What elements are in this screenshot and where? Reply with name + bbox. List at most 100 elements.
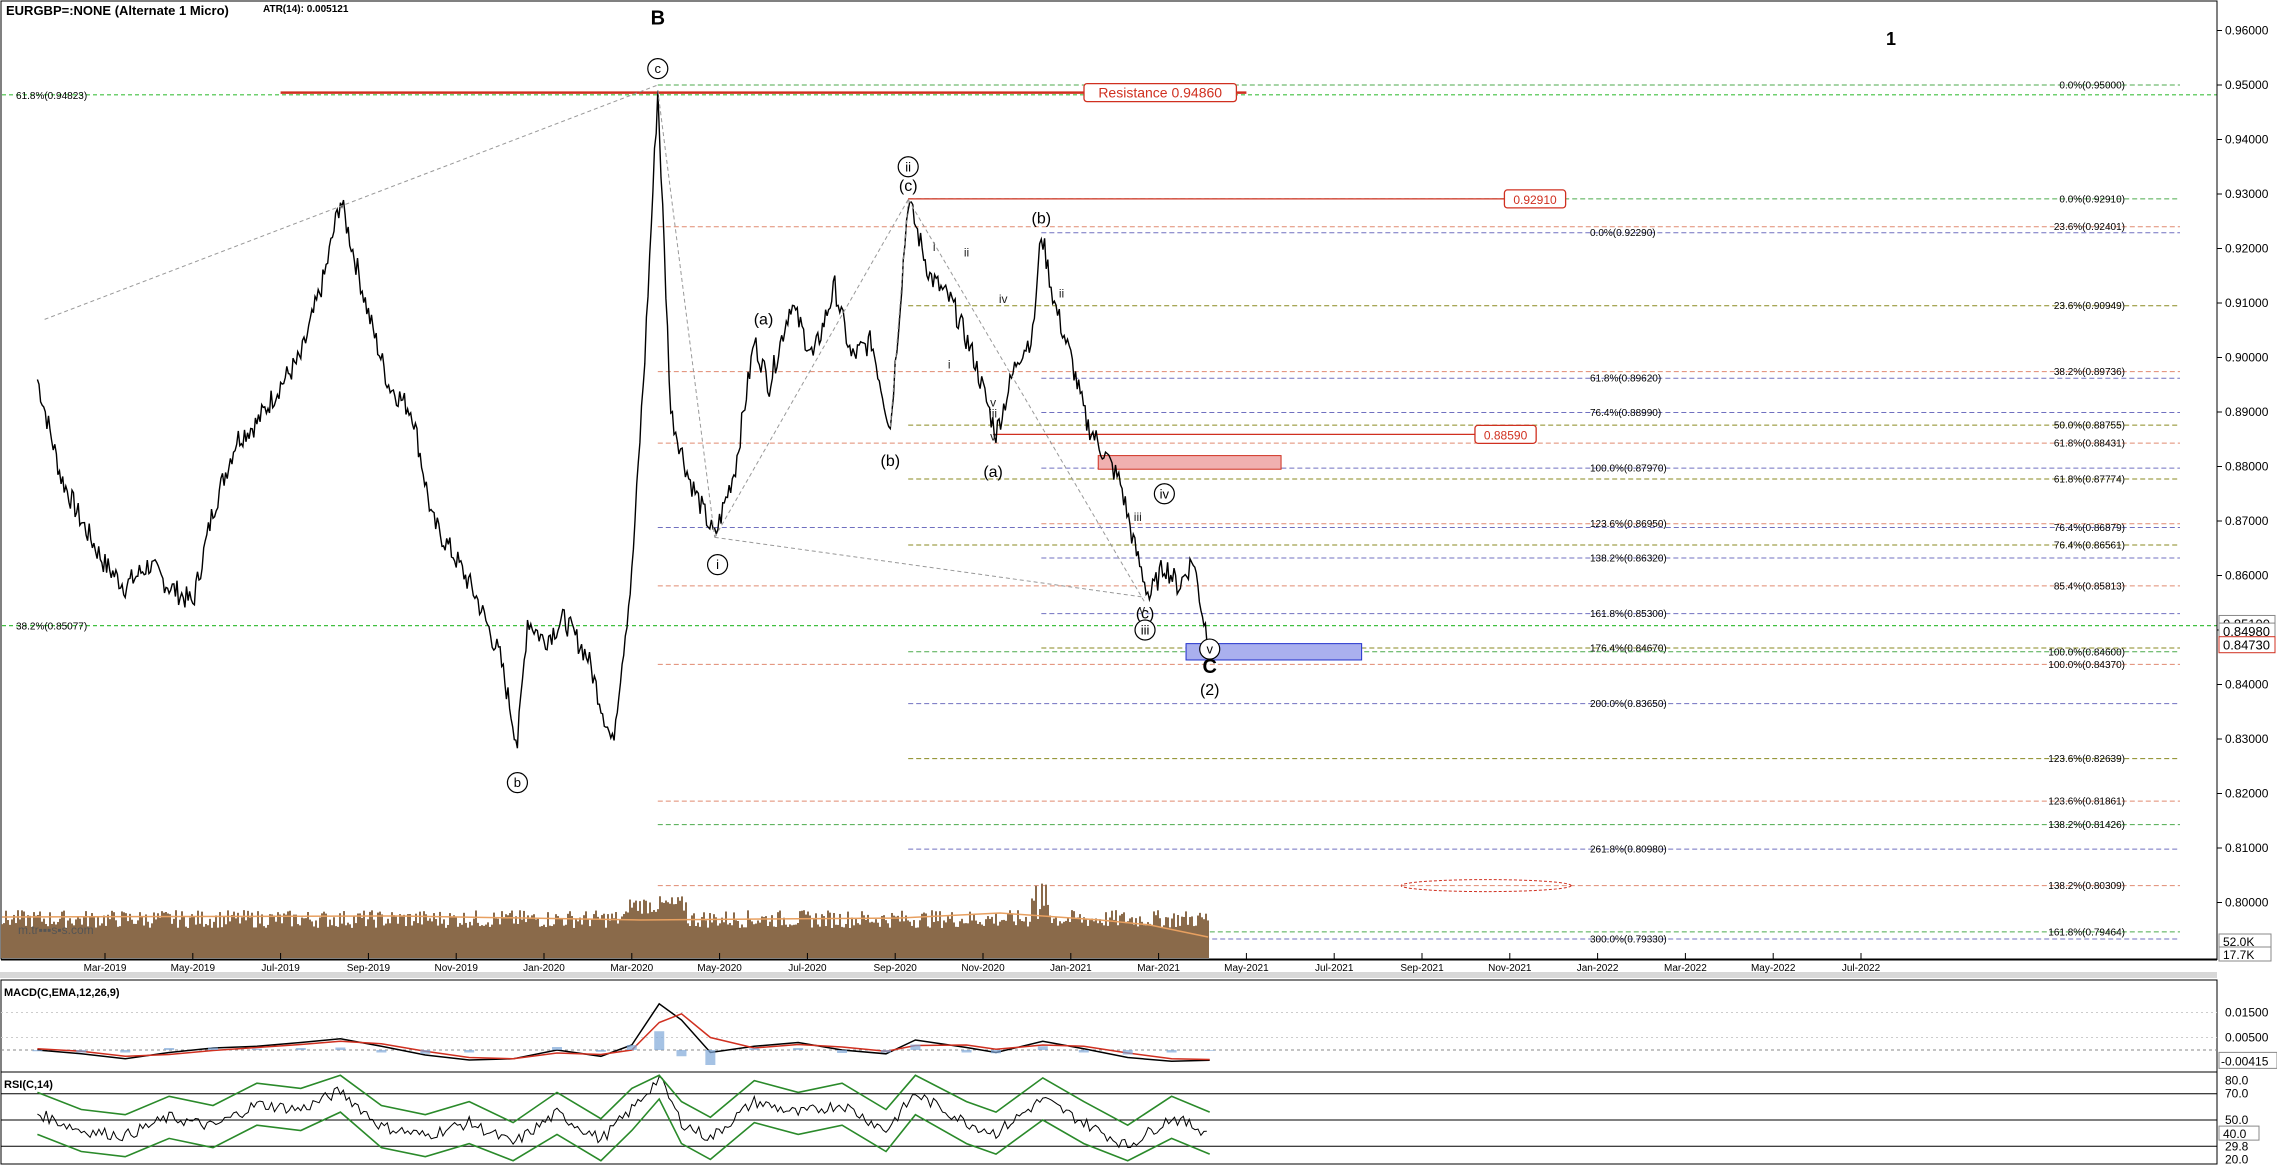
x-tick-label: Mar-2020 xyxy=(610,963,653,974)
fib-label: 176.4%(0.84670) xyxy=(1590,643,1667,654)
macd-hist-bar xyxy=(208,1047,219,1050)
fib-label: 0.0%(0.95000) xyxy=(2059,81,2125,92)
wave-circle xyxy=(897,156,919,178)
macd-hist-bar xyxy=(705,1050,716,1065)
watermark: m.tr▪▪▪s▪s.com xyxy=(18,923,94,937)
minor-label: v xyxy=(990,429,996,443)
wave-label: iv xyxy=(1160,486,1170,501)
fib-label: 85.4%(0.85813) xyxy=(2054,581,2125,592)
resistance-tag xyxy=(1474,424,1537,444)
price-tag: 0.84980 xyxy=(2223,624,2270,639)
chart-title: EURGBP=:NONE (Alternate 1 Micro) xyxy=(6,3,229,18)
macd-hist-bar xyxy=(120,1050,131,1053)
y-tick-label: 0.87000 xyxy=(2225,514,2269,528)
macd-signal-line xyxy=(37,1012,1210,1061)
minor-label: iv xyxy=(999,292,1008,306)
x-tick-label: Nov-2021 xyxy=(1488,963,1532,974)
rsi-tick-label: 80.0 xyxy=(2225,1074,2249,1088)
corner-label: 1 xyxy=(1886,29,1896,49)
macd-title: MACD(C,EMA,12,26,9) xyxy=(4,987,120,999)
x-tick-label: Sep-2019 xyxy=(347,963,391,974)
fib-label: 261.8%(0.80980) xyxy=(1590,845,1667,856)
fib-label: 100.0%(0.87970) xyxy=(1590,464,1667,475)
minor-label: ii xyxy=(964,246,969,260)
macd-hist-bar xyxy=(464,1050,475,1053)
wave-label: b xyxy=(514,775,521,790)
wave-circle xyxy=(647,58,669,80)
x-tick-label: Sep-2020 xyxy=(874,963,918,974)
panel-divider xyxy=(0,972,2217,978)
fib-label: 100.0%(0.84600) xyxy=(2048,647,2125,658)
wave-label: (b) xyxy=(881,453,901,470)
macd-hist-bar xyxy=(551,1047,562,1050)
minor-label: iii xyxy=(1134,510,1142,524)
wave-label: c xyxy=(655,61,662,76)
atr-label: ATR(14): 0.005121 xyxy=(263,4,349,15)
y-tick-label: 0.92000 xyxy=(2225,242,2269,256)
macd-hist-bar xyxy=(626,1045,637,1050)
x-tick-label: Jul-2022 xyxy=(1842,963,1881,974)
minor-label: v xyxy=(990,396,996,410)
x-tick-label: May-2021 xyxy=(1224,963,1269,974)
wave-label: (2) xyxy=(1200,682,1220,699)
macd-hist-bar xyxy=(335,1047,346,1050)
rsi-panel: 80.070.0 50.0 29.820.0 40.0 xyxy=(1,1074,2260,1166)
y-tick-label: 0.80000 xyxy=(2225,896,2269,910)
macd-hist-bar xyxy=(793,1048,804,1050)
wave-label: (b) xyxy=(1032,211,1052,228)
fib-label: 123.6%(0.82639) xyxy=(2048,754,2125,765)
minor-label: iii xyxy=(989,406,997,420)
fib-label: 0.0%(0.92290) xyxy=(1590,228,1656,239)
x-tick-label: Jul-2021 xyxy=(1315,963,1354,974)
support-box xyxy=(1185,643,1363,661)
minor-label: i xyxy=(948,357,951,371)
fib-label: 138.2%(0.86320) xyxy=(1590,554,1667,565)
x-axis: Mar-2019 May-2019 Jul-2019 Sep-2019 Nov-2019… xyxy=(1,953,2217,974)
x-tick-label: Jul-2020 xyxy=(788,963,827,974)
wave-label: (c) xyxy=(1136,606,1155,623)
y-tick-label: 0.81000 xyxy=(2225,841,2269,855)
wave-label: (a) xyxy=(983,464,1003,481)
wave-circle xyxy=(1199,638,1221,660)
macd-hist-bar xyxy=(880,1050,891,1053)
fib-label: 138.2%(0.80309) xyxy=(2048,881,2125,892)
mid-box xyxy=(1097,455,1282,470)
macd-hist-bar xyxy=(595,1050,606,1052)
rsi-tick-label: 70.0 xyxy=(2225,1087,2249,1101)
x-tick-label: Sep-2021 xyxy=(1400,963,1444,974)
macd-tick-label: 0.01500 xyxy=(2225,1006,2269,1020)
left-level-label: 38.2%(0.85077) xyxy=(16,622,87,633)
volume-tag-box xyxy=(2218,946,2272,962)
fib-label: 138.2%(0.81426) xyxy=(2048,820,2125,831)
wave-label: ii xyxy=(905,159,911,174)
macd-hist-bar xyxy=(1204,1050,1215,1051)
macd-hist-bar xyxy=(1078,1050,1089,1053)
macd-hist-bar xyxy=(910,1044,921,1050)
target-ellipse xyxy=(1400,879,1572,893)
fib-label: 123.6%(0.81861) xyxy=(2048,797,2125,808)
macd-current: -0.00415 xyxy=(2221,1054,2269,1068)
macd-hist-bar xyxy=(1166,1050,1177,1053)
rsi-tick-label: 29.8 xyxy=(2225,1140,2249,1154)
fib-label: 123.6%(0.86950) xyxy=(1590,519,1667,530)
minor-label: v xyxy=(1139,603,1145,617)
rsi-panel-frame xyxy=(0,1071,2218,1165)
macd-line xyxy=(37,1002,1210,1063)
macd-hist-bar xyxy=(749,1048,760,1050)
wave-circle xyxy=(506,771,529,794)
wave-label: C xyxy=(1202,656,1216,678)
y-axis: 0.96000 0.95000 0.94000 0.93000 0.92000 0.910… xyxy=(2216,1,2269,960)
wave-label: i xyxy=(716,557,719,572)
wave-circle xyxy=(1153,483,1175,505)
fib-label: 38.2%(0.89736) xyxy=(2054,367,2125,378)
macd-hist-bar xyxy=(32,1050,43,1052)
x-tick-label: Jan-2021 xyxy=(1050,963,1092,974)
macd-hist-bar xyxy=(164,1048,175,1050)
x-tick-label: Mar-2021 xyxy=(1137,963,1180,974)
x-tick-label: Jan-2020 xyxy=(523,963,565,974)
macd-hist-bar xyxy=(990,1050,1001,1054)
macd-hist-bar xyxy=(1122,1050,1133,1055)
fib-label: 100.0%(0.84370) xyxy=(2048,660,2125,671)
